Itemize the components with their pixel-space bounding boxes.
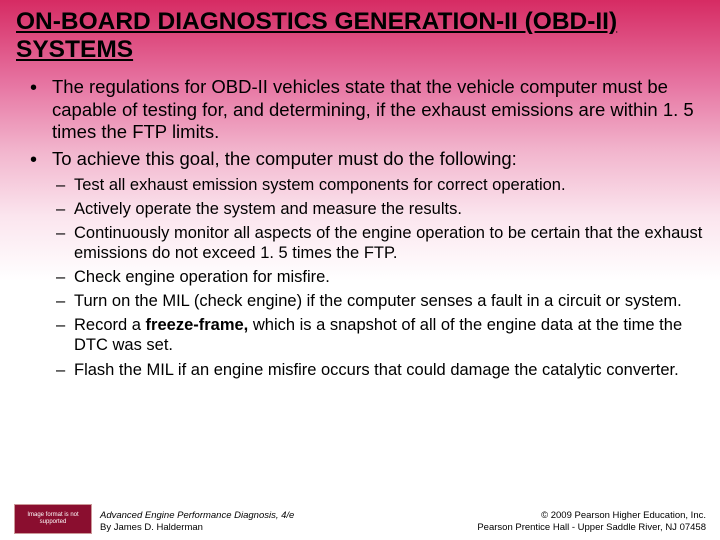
book-title: Advanced Engine Performance Diagnosis, 4… [100,510,477,522]
bullet-l2-6: Flash the MIL if an engine misfire occur… [16,360,704,380]
bullet-l2-1: Actively operate the system and measure … [16,199,704,219]
publisher-line: Pearson Prentice Hall - Upper Saddle Riv… [477,522,706,534]
bullet-l2-2: Continuously monitor all aspects of the … [16,223,704,263]
footer-left: Advanced Engine Performance Diagnosis, 4… [100,510,477,534]
slide-title: ON-BOARD DIAGNOSTICS GENERATION-II (OBD-… [16,8,704,64]
bullet-l1-1: To achieve this goal, the computer must … [16,148,704,171]
slide-footer: Image format is not supported Advanced E… [0,504,720,534]
author-line: By James D. Halderman [100,522,477,534]
bullet-l2-5: Record a freeze-frame, which is a snapsh… [16,315,704,355]
footer-thumbnail: Image format is not supported [14,504,92,534]
footer-right: © 2009 Pearson Higher Education, Inc. Pe… [477,510,706,534]
bullet-l2-3: Check engine operation for misfire. [16,267,704,287]
freeze-frame-bold: freeze-frame, [146,316,249,334]
bullet-l2-4: Turn on the MIL (check engine) if the co… [16,291,704,311]
slide: ON-BOARD DIAGNOSTICS GENERATION-II (OBD-… [0,0,720,540]
bullet-l2-0: Test all exhaust emission system compone… [16,175,704,195]
slide-body: The regulations for OBD-II vehicles stat… [16,76,704,379]
bullet-l1-0: The regulations for OBD-II vehicles stat… [16,76,704,144]
copyright-line: © 2009 Pearson Higher Education, Inc. [477,510,706,522]
bullet-l2-5-pre: Record a [74,316,146,334]
